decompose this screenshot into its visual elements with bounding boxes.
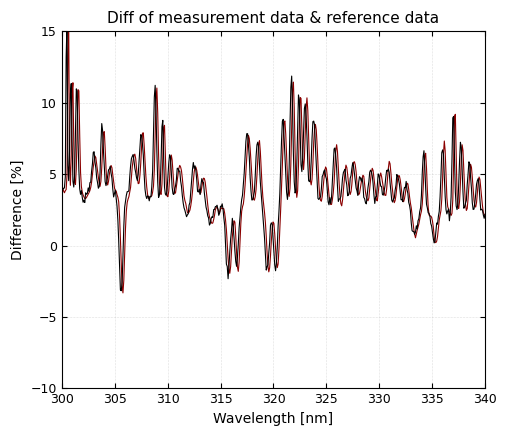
Y-axis label: Difference [%]: Difference [%] xyxy=(11,160,25,260)
X-axis label: Wavelength [nm]: Wavelength [nm] xyxy=(213,412,334,426)
Title: Diff of measurement data & reference data: Diff of measurement data & reference dat… xyxy=(107,11,439,26)
